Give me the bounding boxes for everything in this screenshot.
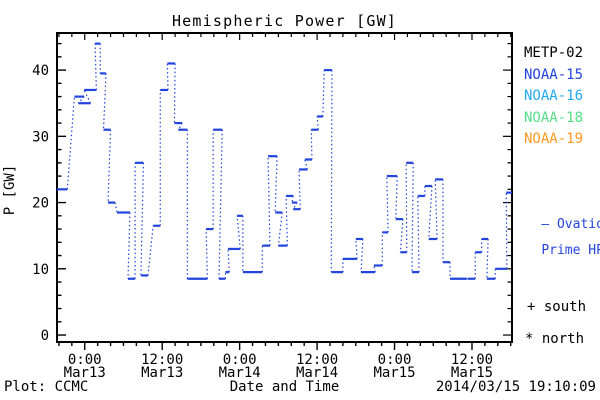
south-marker-label: + south [527, 299, 587, 315]
hpi-connector [399, 219, 404, 253]
hpi-connector [285, 195, 289, 246]
hpi-connector [127, 212, 131, 279]
hpi-connector [205, 229, 208, 279]
hpi-connector [304, 159, 308, 170]
hpi-connector [166, 63, 169, 90]
plot-frame [56, 32, 513, 343]
north-marker-label: * north [525, 331, 585, 347]
plot-credit-label: Plot: CCMC [4, 379, 89, 395]
x-tick-time-label: 12:00 [451, 352, 493, 368]
x-tick-time-label: 12:00 [141, 352, 183, 368]
hpi-connector [395, 176, 398, 220]
hpi-connector [486, 238, 489, 279]
x-tick-date-label: Mar14 [296, 365, 338, 381]
hpi-connector [405, 162, 408, 253]
y-tick-label: 10 [32, 262, 49, 278]
x-axis-title: Date and Time [229, 379, 340, 395]
chart-title: Hemispheric Power [GW] [171, 12, 398, 30]
hpi-connector [298, 169, 301, 210]
x-tick-date-label: Mar13 [141, 365, 183, 381]
hpi-connector [83, 89, 92, 104]
hpi-connector [77, 96, 85, 104]
x-tick-time-label: 12:00 [296, 352, 338, 368]
x-tick-date-label: Mar13 [64, 365, 106, 381]
y-tick-label: 30 [32, 129, 49, 145]
hpi-connector [140, 162, 145, 276]
hpi-connector [373, 265, 376, 273]
legend-item-noaa-18: NOAA-18 [524, 110, 584, 126]
ovation-label-line1: — Ovation [541, 217, 600, 232]
hpi-connector [173, 63, 176, 124]
x-tick-time-label: 0:00 [223, 352, 257, 368]
hpi-connector [94, 43, 97, 90]
ovation-label-line2: Prime HPI [541, 243, 600, 258]
legend-item-noaa-19: NOAA-19 [524, 131, 584, 147]
hpi-connector [274, 156, 278, 213]
x-tick-time-label: 0:00 [68, 352, 102, 368]
hpi-connector [428, 185, 433, 240]
x-tick-date-label: Mar14 [219, 365, 261, 381]
hpi-connector [411, 162, 414, 273]
hpi-connector [322, 70, 325, 117]
legend-item-metp-02: METP-02 [524, 45, 584, 61]
y-tick-label: 40 [32, 63, 49, 79]
legend-item-noaa-16: NOAA-16 [524, 88, 584, 104]
ovation-prime-hpi-label: — Ovation Prime HPI [510, 205, 600, 270]
y-tick-label: 0 [41, 328, 49, 344]
hpi-connector [330, 70, 333, 273]
hpi-connector [316, 116, 319, 130]
y-axis-title: P [GW] [2, 164, 18, 216]
hpi-connector [417, 195, 420, 273]
hpi-connector [386, 176, 389, 233]
hpi-connector [355, 238, 358, 259]
hpi-connector [434, 179, 438, 240]
hpi-connector [66, 96, 76, 190]
hpi-connector [277, 212, 283, 246]
y-tick-label: 20 [32, 196, 49, 212]
hpi-connector [147, 225, 154, 276]
x-tick-date-label: Mar15 [451, 365, 493, 381]
hpi-connector [292, 202, 298, 210]
hpi-connector [505, 192, 508, 269]
x-tick-date-label: Mar15 [373, 365, 415, 381]
hpi-connector [310, 129, 313, 160]
hpi-connector [177, 122, 183, 131]
hpi-connector [107, 129, 112, 203]
hpi-connector [360, 238, 364, 273]
x-tick-time-label: 0:00 [378, 352, 412, 368]
hpi-connector [227, 248, 230, 273]
hpi-connector [218, 129, 223, 279]
hpi-connector [267, 156, 271, 246]
legend-item-noaa-15: NOAA-15 [524, 67, 584, 83]
hpi-connector [102, 73, 107, 130]
hpi-connector [236, 215, 241, 249]
hpi-connector [114, 202, 118, 213]
plot-timestamp: 2014/03/15 19:10:09 [435, 379, 596, 395]
hpi-connector [291, 195, 294, 203]
